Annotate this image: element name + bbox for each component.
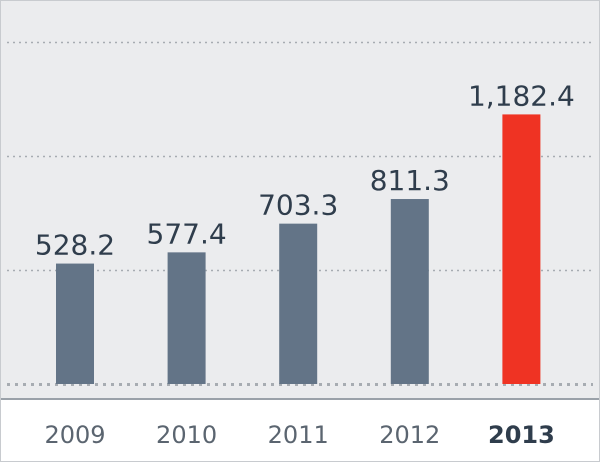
value-labels: 528.2 577.4 703.3 811.3 1,182.4	[35, 79, 575, 261]
bar-2010	[167, 252, 206, 384]
x-tick-2013: 2013	[488, 421, 555, 449]
value-label-2013: 1,182.4	[468, 79, 575, 112]
value-label-2010: 577.4	[147, 217, 227, 250]
value-label-2012: 811.3	[370, 164, 450, 197]
gridlines	[7, 41, 593, 386]
bar-2012	[390, 199, 429, 384]
x-tick-labels: 2009 2010 2011 2012 2013	[44, 421, 554, 449]
x-tick-2009: 2009	[44, 421, 105, 449]
bars	[56, 114, 541, 384]
bar-2011	[279, 223, 318, 384]
bar-2013	[502, 114, 541, 384]
value-label-2009: 528.2	[35, 229, 115, 262]
x-tick-2012: 2012	[379, 421, 440, 449]
x-tick-2011: 2011	[268, 421, 329, 449]
value-label-2011: 703.3	[258, 189, 338, 222]
x-axis-band	[1, 398, 599, 461]
bar-2009	[56, 263, 94, 384]
x-tick-2010: 2010	[156, 421, 217, 449]
